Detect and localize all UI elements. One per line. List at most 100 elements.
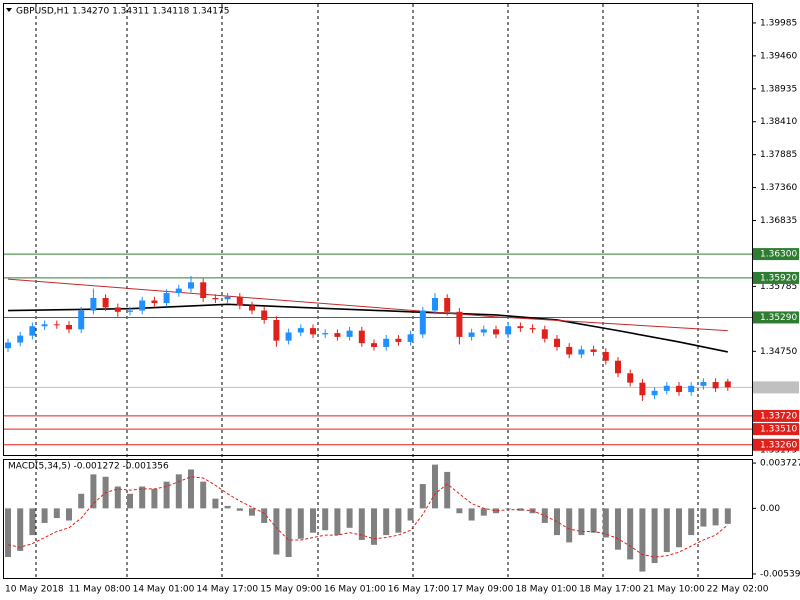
macd-bar (688, 508, 695, 536)
macd-bar (407, 508, 414, 521)
level-tag (753, 248, 799, 261)
macd-bar (395, 508, 402, 533)
candle-body (236, 296, 243, 306)
y-tick-label: 1.37360 (760, 183, 797, 193)
macd-bar (114, 486, 121, 509)
macd-bar (334, 508, 341, 536)
x-tick-label: 14 May 01:00 (133, 585, 195, 595)
signal-line (7, 476, 729, 558)
macd-bar (249, 508, 255, 516)
macd-bar (517, 508, 524, 511)
candle-body (383, 338, 390, 347)
candle-body (5, 342, 11, 349)
price-pane (3, 3, 753, 456)
level-tag (753, 423, 799, 436)
macd-bar (175, 474, 182, 509)
y-tick-label: 1.39460 (760, 51, 797, 61)
candle-body (66, 324, 72, 330)
macd-bar (541, 508, 548, 523)
macd-title: MACD(5,34,5) -0.001272 -0.001356 (8, 462, 169, 472)
candle-body (517, 326, 524, 329)
candle-body (700, 382, 707, 386)
candle-body (102, 297, 109, 308)
y-tick-label: 1.39985 (760, 18, 797, 28)
dropdown-icon[interactable] (6, 8, 12, 12)
candle-body (310, 328, 316, 335)
macd-bar (493, 508, 499, 514)
candle-body (139, 300, 146, 311)
x-tick-label: 10 May 2018 (5, 585, 64, 595)
candle-body (200, 282, 207, 298)
x-tick-label: 11 May 08:00 (69, 585, 131, 595)
candle-body (432, 297, 438, 311)
candle-body (615, 360, 621, 374)
macd-bar (90, 474, 97, 509)
candle-body (285, 332, 292, 341)
candle-body (163, 292, 170, 304)
macd-bar (285, 508, 292, 557)
level-tag (753, 381, 799, 394)
y-tick-label: 1.37885 (760, 150, 797, 160)
candle-body (395, 338, 402, 342)
macd-bar (383, 508, 390, 536)
candle-body (456, 311, 463, 337)
y-tick-label: 1.38410 (760, 117, 797, 127)
candle-body (419, 310, 426, 335)
candle-body (505, 326, 512, 335)
macd-bar (566, 508, 573, 543)
macd-bar (188, 469, 194, 509)
level-tag (753, 271, 799, 284)
macd-bar (310, 508, 316, 533)
macd-bar (41, 508, 48, 523)
macd-bar (236, 508, 243, 511)
candle-body (712, 382, 719, 389)
macd-bar (590, 508, 597, 533)
x-tick-label: 16 May 17:00 (388, 585, 450, 595)
y-tick-label: 1.36835 (760, 216, 797, 226)
moving-average (7, 278, 728, 332)
macd-bar (700, 508, 707, 527)
macd-bar (615, 508, 621, 550)
candle-body (663, 385, 670, 391)
macd-bar (322, 508, 329, 531)
macd-bar (371, 508, 377, 545)
candle-body (261, 310, 268, 320)
macd-bar (200, 481, 207, 509)
candle-body (651, 390, 658, 396)
macd-bar (53, 508, 60, 519)
candle-body (627, 373, 634, 383)
candle-body (53, 324, 60, 326)
x-tick-label: 21 May 10:00 (643, 585, 705, 595)
macd-bar (29, 508, 36, 536)
candle-body (566, 346, 573, 355)
macd-bar (139, 486, 146, 509)
macd-bar (505, 508, 512, 509)
macd-bar (468, 508, 475, 521)
macd-pane (3, 459, 753, 579)
macd-bar (212, 498, 219, 509)
macd-bar (127, 493, 133, 509)
candle-body (273, 319, 280, 341)
macd-bar (297, 508, 304, 539)
macd-bar (444, 471, 451, 509)
level-tag (753, 311, 799, 324)
y-tick-label: 1.34750 (760, 347, 797, 357)
candle-body (297, 328, 304, 333)
candle-body (17, 335, 24, 343)
candle-body (334, 333, 341, 337)
y-tick-label: 1.38935 (760, 84, 797, 94)
level-label: 1.33510 (760, 425, 797, 435)
x-tick-label: 14 May 17:00 (196, 585, 258, 595)
macd-bar (676, 508, 682, 548)
level-label: 1.33260 (760, 440, 797, 450)
candle-body (724, 381, 731, 388)
level-label: 1.33720 (760, 411, 797, 421)
y-tick-label: 1.35785 (760, 282, 797, 292)
macd-bar (456, 508, 463, 514)
candle-body (358, 330, 365, 344)
level-tag (753, 409, 799, 422)
candle-body (78, 310, 85, 330)
macd-bar (66, 508, 72, 521)
candle-body (175, 288, 182, 293)
